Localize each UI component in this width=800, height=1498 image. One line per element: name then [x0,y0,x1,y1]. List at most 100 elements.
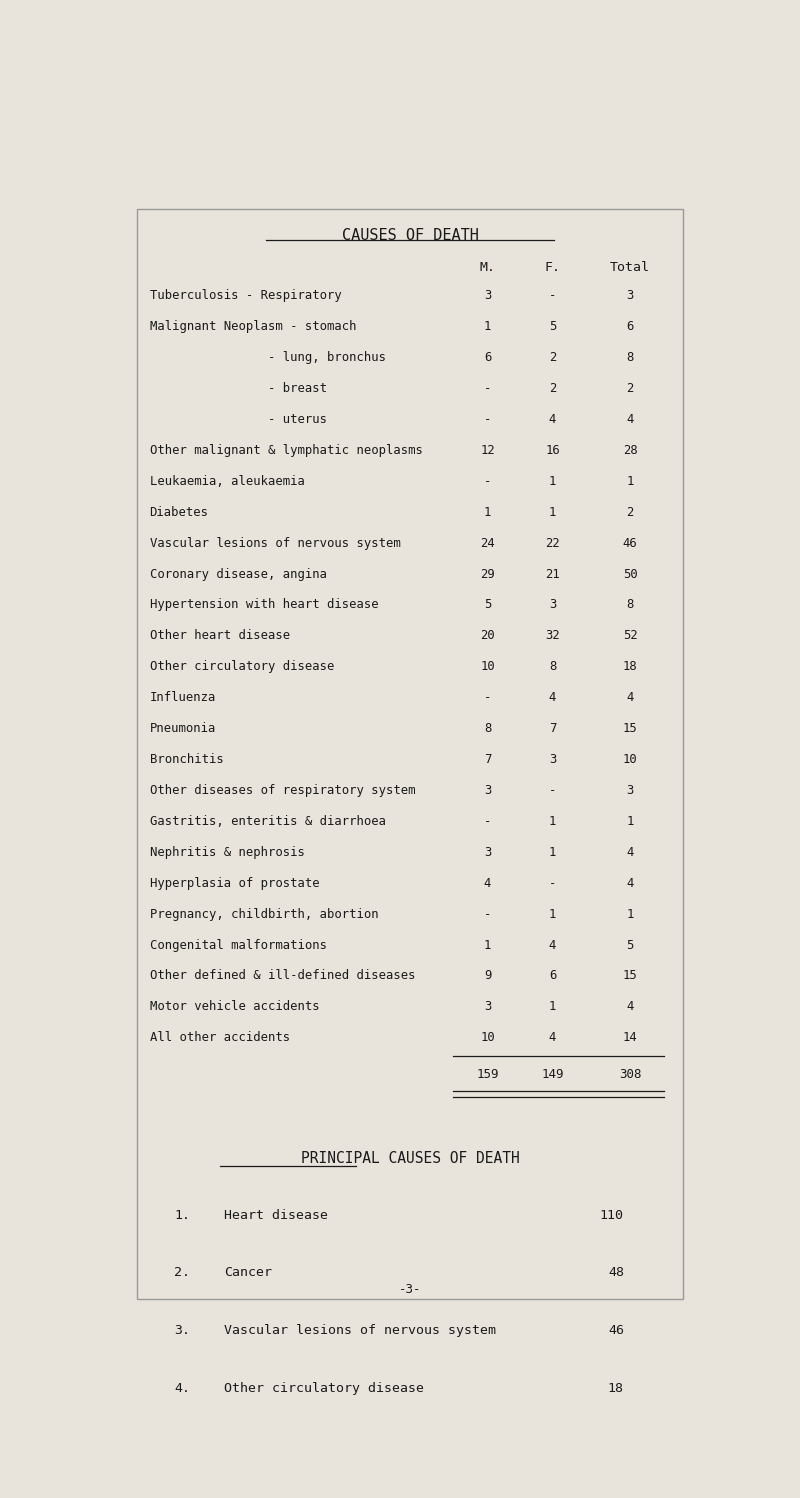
Text: 1: 1 [549,506,556,518]
Text: Other circulatory disease: Other circulatory disease [150,661,334,673]
Text: 46: 46 [608,1324,624,1338]
Text: -: - [484,908,491,921]
Text: Influenza: Influenza [150,691,216,704]
Text: -: - [549,289,556,303]
Text: -: - [549,876,556,890]
Text: 4: 4 [549,691,556,704]
Text: 8: 8 [549,661,556,673]
Text: 1: 1 [549,815,556,828]
Text: 5: 5 [549,321,556,333]
Text: 15: 15 [622,969,638,983]
Text: Pneumonia: Pneumonia [150,722,216,736]
Text: 32: 32 [546,629,560,643]
Text: 149: 149 [542,1068,564,1082]
Text: 4: 4 [484,876,491,890]
Text: 1: 1 [484,939,491,951]
Text: Tuberculosis - Respiratory: Tuberculosis - Respiratory [150,289,342,303]
Text: 48: 48 [608,1266,624,1279]
Text: Hyperplasia of prostate: Hyperplasia of prostate [150,876,319,890]
Text: 3: 3 [484,783,491,797]
Text: 3.: 3. [174,1324,190,1338]
Text: Congenital malformations: Congenital malformations [150,939,326,951]
Text: PRINCIPAL CAUSES OF DEATH: PRINCIPAL CAUSES OF DEATH [301,1150,519,1165]
Text: Gastritis, enteritis & diarrhoea: Gastritis, enteritis & diarrhoea [150,815,386,828]
Text: Motor vehicle accidents: Motor vehicle accidents [150,1001,319,1013]
Text: 8: 8 [484,722,491,736]
Text: 6: 6 [549,969,556,983]
Text: All other accidents: All other accidents [150,1031,290,1044]
Text: Malignant Neoplasm - stomach: Malignant Neoplasm - stomach [150,321,356,333]
Text: 159: 159 [476,1068,498,1082]
Text: Nephritis & nephrosis: Nephritis & nephrosis [150,846,305,858]
Text: 4.: 4. [174,1381,190,1395]
Text: 21: 21 [546,568,560,581]
Text: 9: 9 [484,969,491,983]
Text: 4: 4 [549,413,556,425]
Text: 52: 52 [622,629,638,643]
Text: 2: 2 [549,351,556,364]
Text: 4: 4 [626,413,634,425]
Text: 110: 110 [600,1209,624,1222]
Text: 4: 4 [626,691,634,704]
Text: Other malignant & lymphatic neoplasms: Other malignant & lymphatic neoplasms [150,443,422,457]
Text: 5: 5 [484,599,491,611]
Text: 14: 14 [622,1031,638,1044]
Text: 2: 2 [626,382,634,395]
Text: - lung, bronchus: - lung, bronchus [150,351,386,364]
Text: -: - [549,783,556,797]
Text: 3: 3 [484,289,491,303]
Text: 1: 1 [626,815,634,828]
Text: 15: 15 [622,722,638,736]
Text: 50: 50 [622,568,638,581]
Text: Hypertension with heart disease: Hypertension with heart disease [150,599,378,611]
Text: 1: 1 [549,908,556,921]
Text: 1: 1 [484,506,491,518]
Text: M.: M. [479,261,495,274]
Text: 10: 10 [622,753,638,765]
Text: 3: 3 [626,289,634,303]
Text: -3-: -3- [398,1282,422,1296]
Text: -: - [484,413,491,425]
Text: 1: 1 [484,321,491,333]
Text: Other heart disease: Other heart disease [150,629,290,643]
Text: 308: 308 [619,1068,642,1082]
Text: Cancer: Cancer [224,1266,272,1279]
Text: 7: 7 [484,753,491,765]
Text: 7: 7 [549,722,556,736]
Text: Total: Total [610,261,650,274]
Text: Other circulatory disease: Other circulatory disease [224,1381,424,1395]
Text: 8: 8 [626,599,634,611]
Text: 4: 4 [549,939,556,951]
Text: 18: 18 [622,661,638,673]
Text: 3: 3 [549,753,556,765]
Text: 4: 4 [626,1001,634,1013]
Text: 10: 10 [480,1031,495,1044]
Text: Coronary disease, angina: Coronary disease, angina [150,568,326,581]
Text: -: - [484,815,491,828]
Text: Leukaemia, aleukaemia: Leukaemia, aleukaemia [150,475,305,488]
Text: 3: 3 [549,599,556,611]
Text: Other defined & ill-defined diseases: Other defined & ill-defined diseases [150,969,415,983]
Text: 46: 46 [622,536,638,550]
Text: 20: 20 [480,629,495,643]
Text: 1: 1 [549,846,556,858]
Text: -: - [484,382,491,395]
Text: 6: 6 [626,321,634,333]
Text: -: - [484,691,491,704]
Text: 10: 10 [480,661,495,673]
Text: 24: 24 [480,536,495,550]
Text: 1: 1 [626,908,634,921]
Text: Vascular lesions of nervous system: Vascular lesions of nervous system [150,536,400,550]
Text: 4: 4 [626,846,634,858]
Text: 18: 18 [608,1381,624,1395]
Text: 1: 1 [626,475,634,488]
Text: 4: 4 [626,876,634,890]
Text: 28: 28 [622,443,638,457]
Text: - uterus: - uterus [150,413,326,425]
Text: 2.: 2. [174,1266,190,1279]
Text: 22: 22 [546,536,560,550]
Text: 1: 1 [549,1001,556,1013]
Text: - breast: - breast [150,382,326,395]
Text: 29: 29 [480,568,495,581]
Text: Bronchitis: Bronchitis [150,753,223,765]
